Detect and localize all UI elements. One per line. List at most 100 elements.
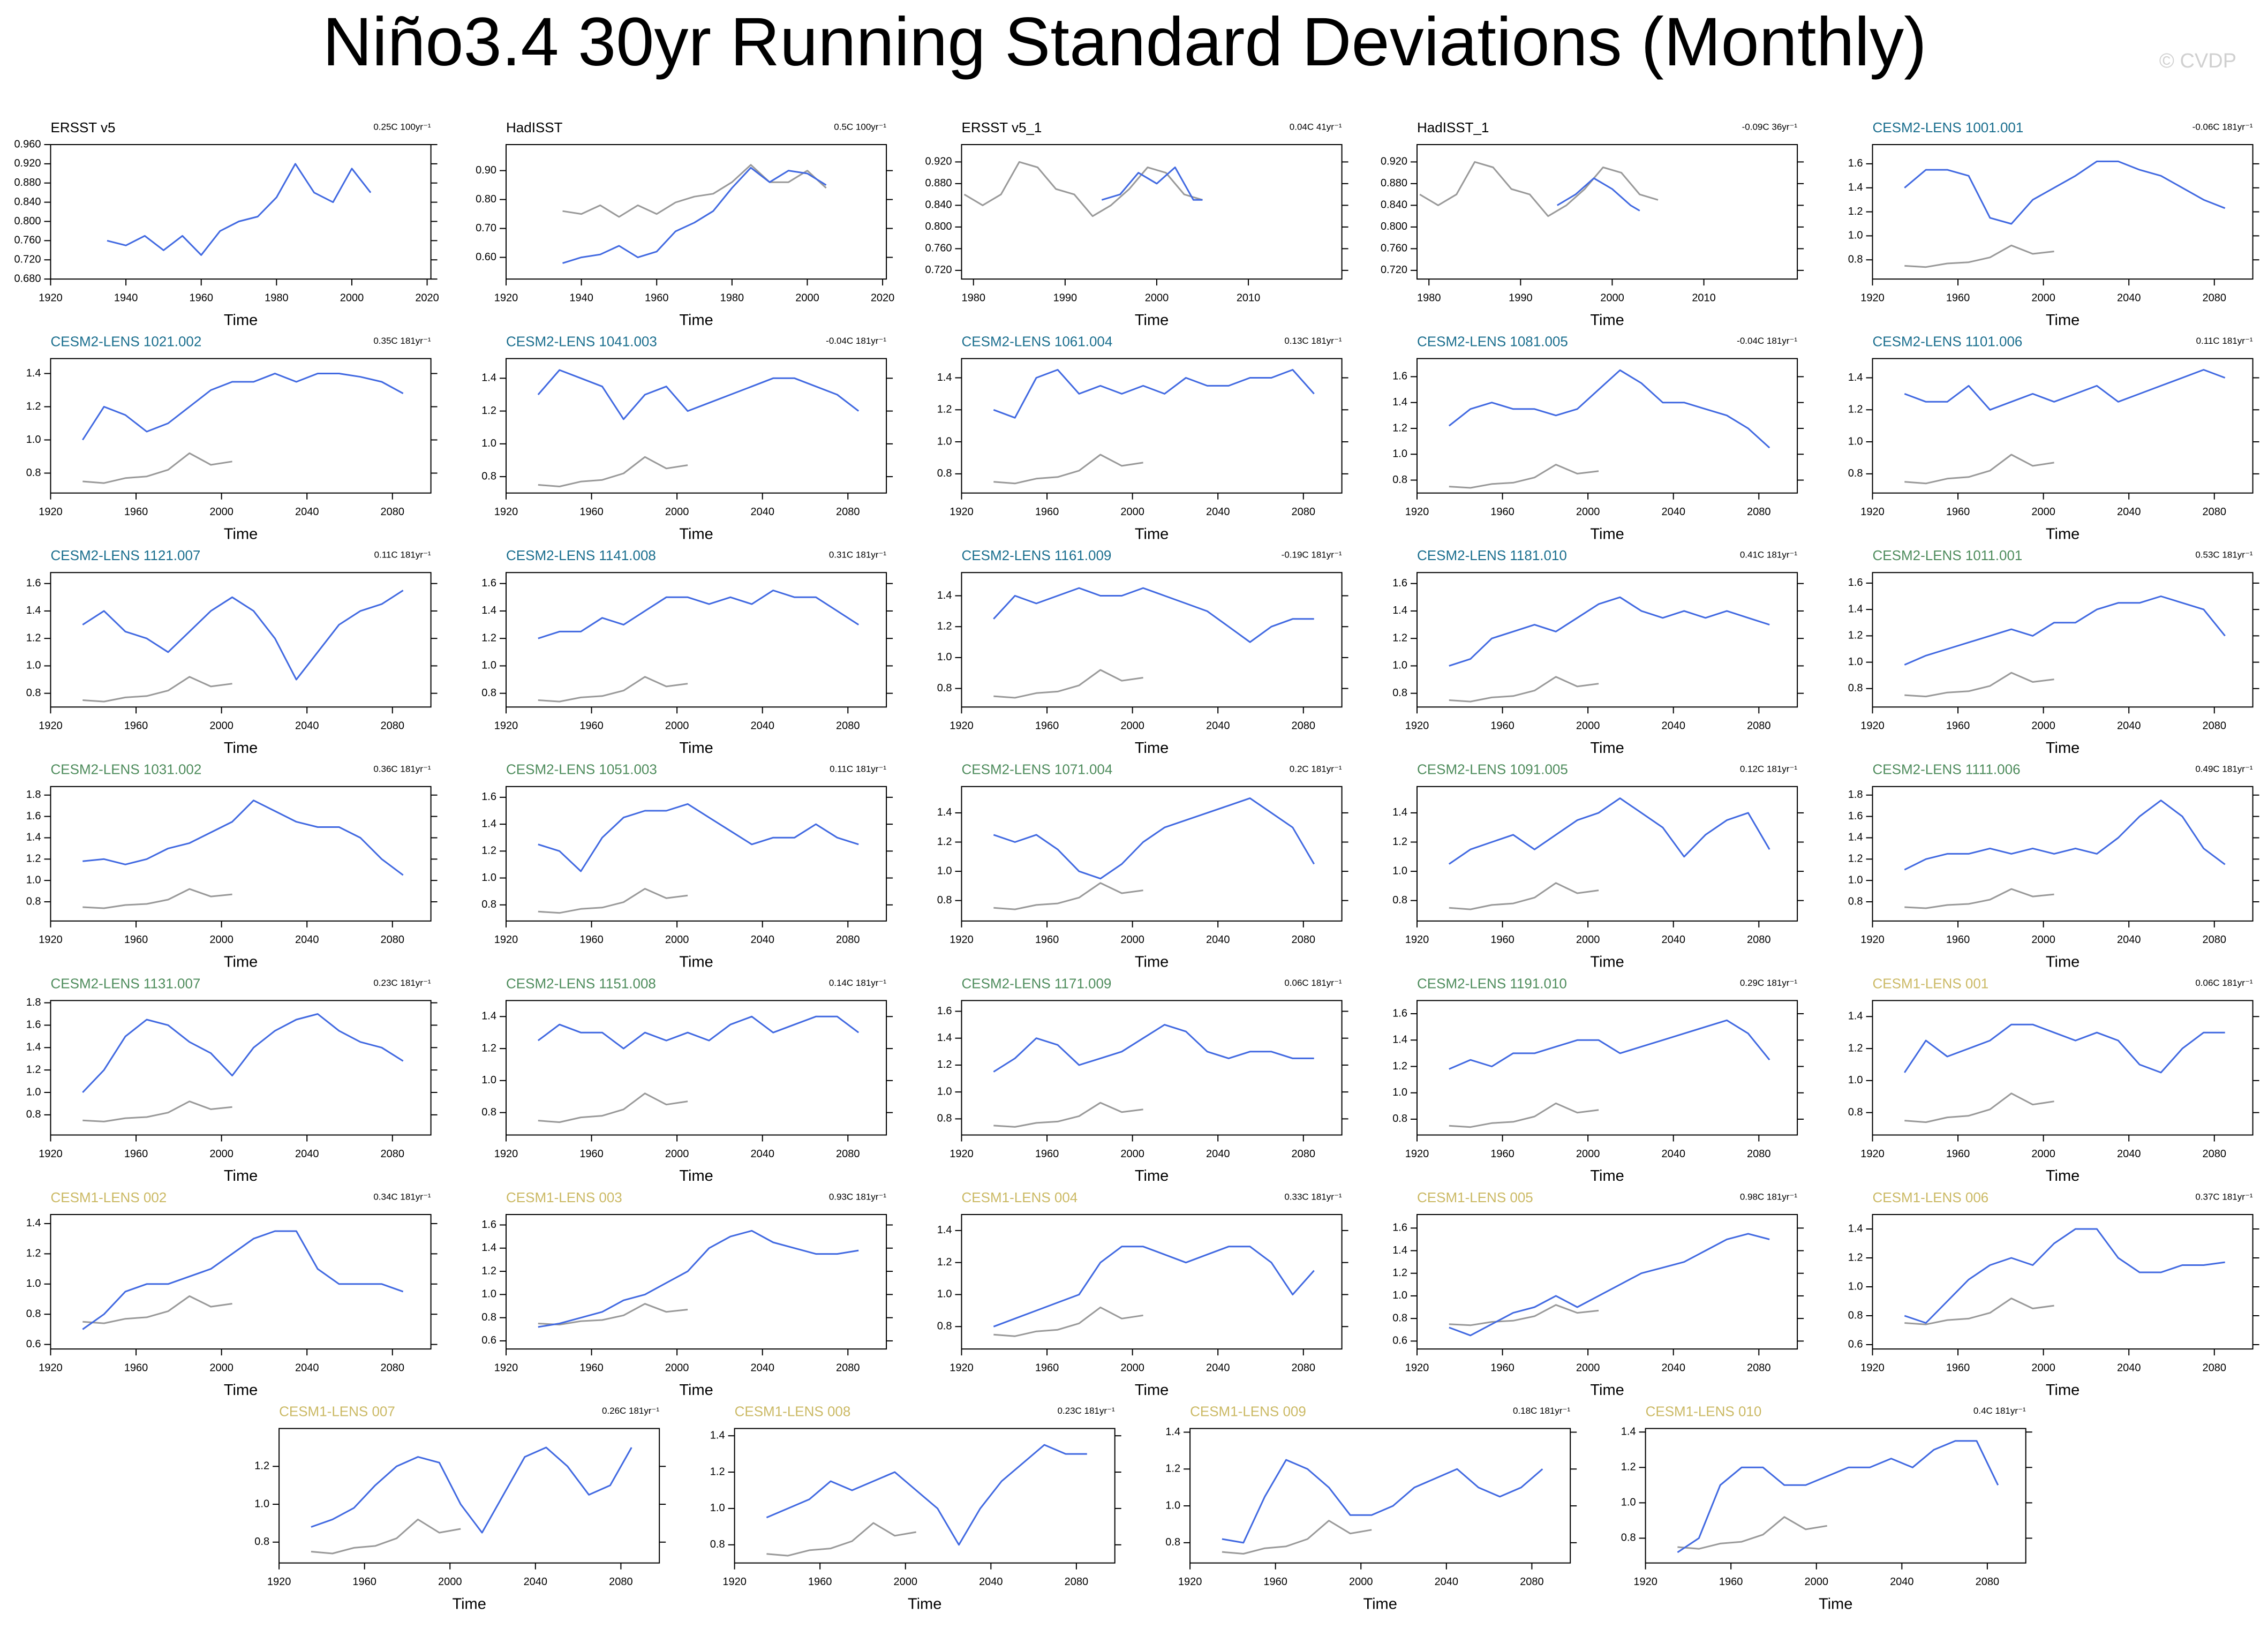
panel-title: CESM1-LENS 001 <box>1873 975 1989 991</box>
x-tick-label: 1960 <box>1490 934 1514 946</box>
y-tick-label: 0.8 <box>254 1536 269 1548</box>
trend-label: 0.98C 181yr⁻¹ <box>1740 1191 1798 1202</box>
plot-frame <box>50 786 432 922</box>
x-axis-label: Time <box>2046 312 2079 329</box>
x-tick-label: 2040 <box>2117 506 2141 518</box>
plot-frame <box>734 1428 1116 1564</box>
y-tick-label: 0.960 <box>14 138 41 150</box>
x-tick-label: 2000 <box>2031 292 2055 304</box>
data-line <box>1449 464 1599 489</box>
panel-title: CESM1-LENS 003 <box>506 1189 622 1205</box>
y-tick-label: 1.2 <box>481 1042 496 1054</box>
data-line <box>1557 177 1640 212</box>
data-line <box>538 1092 688 1123</box>
y-tick-label: 0.6 <box>26 1338 41 1350</box>
y-tick-label: 1.4 <box>481 1010 496 1022</box>
y-tick-label: 1.8 <box>26 789 41 801</box>
panel: CESM2-LENS 1121.007 0.11C 181yr⁻¹ Time 0.8 1… <box>26 547 438 757</box>
y-tick-label: 1.0 <box>1848 874 1863 886</box>
y-tick-label: 0.8 <box>937 1113 952 1125</box>
y-tick-label: 1.2 <box>1392 1060 1407 1072</box>
panel-title: CESM2-LENS 1121.007 <box>51 547 201 563</box>
plot-frame <box>506 1000 887 1136</box>
x-tick-label: 1920 <box>950 1148 974 1160</box>
x-tick-label: 1960 <box>645 292 669 304</box>
x-tick-label: 1920 <box>494 934 518 946</box>
x-tick-label: 1920 <box>39 292 63 304</box>
panel-title: CESM2-LENS 1041.003 <box>506 333 657 349</box>
data-line <box>993 1102 1143 1128</box>
x-axis-label: Time <box>224 1167 258 1185</box>
trend-label: 0.2C 181yr⁻¹ <box>1290 764 1342 774</box>
panel-title: CESM2-LENS 1091.005 <box>1417 761 1568 778</box>
data-line <box>993 587 1314 643</box>
y-tick-label: 1.2 <box>710 1466 725 1477</box>
y-tick-label: 1.4 <box>481 372 496 384</box>
panel: CESM2-LENS 1151.008 0.14C 181yr⁻¹ Time 0.8 1… <box>481 975 893 1185</box>
x-tick-label: 2040 <box>295 1148 319 1160</box>
x-tick-label: 2000 <box>438 1576 462 1588</box>
panel-title: CESM1-LENS 008 <box>735 1403 851 1419</box>
y-tick-label: 1.2 <box>1848 630 1863 642</box>
y-tick-label: 0.800 <box>1381 221 1407 232</box>
x-tick-label: 2000 <box>1804 1576 1828 1588</box>
y-tick-label: 1.6 <box>481 577 496 589</box>
x-tick-label: 1960 <box>579 720 604 732</box>
trend-label: 0.35C 181yr⁻¹ <box>373 336 431 346</box>
y-tick-label: 1.4 <box>937 806 952 818</box>
x-tick-label: 1960 <box>1946 292 1970 304</box>
x-tick-label: 2040 <box>750 506 774 518</box>
x-tick-label: 1980 <box>265 292 289 304</box>
plot-frame <box>1416 1000 1798 1136</box>
data-line <box>82 1013 404 1093</box>
y-tick-label: 1.6 <box>1392 1007 1407 1019</box>
y-tick-label: 0.8 <box>26 1108 41 1120</box>
x-tick-label: 2000 <box>1120 720 1144 732</box>
x-tick-label: 2000 <box>1576 934 1600 946</box>
x-tick-label: 1960 <box>352 1576 376 1588</box>
figure-title: Niño3.4 30yr Running Standard Deviations… <box>322 4 1926 80</box>
x-tick-label: 1960 <box>1946 1362 1970 1374</box>
plot-frame <box>50 572 432 708</box>
y-tick-label: 1.4 <box>937 1032 952 1044</box>
data-line <box>1904 800 2226 871</box>
y-tick-label: 0.8 <box>1392 1113 1407 1125</box>
panel: CESM2-LENS 1081.005 -0.04C 181yr⁻¹ Time 0.8… <box>1392 333 1804 542</box>
panel: CESM1-LENS 002 0.34C 181yr⁻¹ Time 0.6 0.8 1.0… <box>26 1189 438 1399</box>
x-tick-label: 2080 <box>381 1362 405 1374</box>
x-tick-label: 1960 <box>1035 720 1059 732</box>
x-axis-label: Time <box>679 312 713 329</box>
panel: CESM1-LENS 007 0.26C 181yr⁻¹ Time 0.8 1.0 1.2… <box>254 1403 666 1612</box>
y-tick-label: 1.6 <box>26 577 41 589</box>
plot-frame <box>1872 1000 2254 1136</box>
x-tick-label: 1920 <box>722 1576 747 1588</box>
trend-label: 0.25C 100yr⁻¹ <box>373 122 431 132</box>
plot-frame <box>506 786 887 922</box>
panel: CESM2-LENS 1071.004 0.2C 181yr⁻¹ Time 0.8 1.… <box>937 761 1348 971</box>
trend-label: 0.4C 181yr⁻¹ <box>1973 1406 2026 1416</box>
panel: CESM2-LENS 1011.001 0.53C 181yr⁻¹ Time 0.8 1… <box>1848 547 2259 757</box>
x-tick-label: 2000 <box>2031 506 2055 518</box>
x-tick-label: 2040 <box>524 1576 548 1588</box>
panel-title: CESM1-LENS 002 <box>51 1189 167 1205</box>
data-line <box>538 803 859 872</box>
y-tick-label: 1.0 <box>1165 1499 1180 1511</box>
y-tick-label: 1.2 <box>481 1265 496 1277</box>
y-tick-label: 1.6 <box>26 810 41 822</box>
x-axis-label: Time <box>1590 1382 1624 1399</box>
x-tick-label: 1960 <box>808 1576 832 1588</box>
panel: CESM2-LENS 1031.002 0.36C 181yr⁻¹ Time 0.8 1… <box>26 761 438 971</box>
plot-frame <box>50 1214 432 1350</box>
y-tick-label: 0.8 <box>481 1311 496 1323</box>
x-tick-label: 2080 <box>1747 1148 1771 1160</box>
data-line <box>1222 1520 1372 1555</box>
y-tick-label: 1.4 <box>1392 396 1407 408</box>
x-tick-label: 1920 <box>1633 1576 1657 1588</box>
x-tick-label: 2000 <box>1576 1362 1600 1374</box>
y-tick-label: 0.60 <box>476 251 496 263</box>
y-tick-label: 0.8 <box>1848 467 1863 479</box>
y-tick-label: 0.80 <box>476 193 496 205</box>
y-tick-label: 1.4 <box>1848 372 1863 383</box>
y-tick-label: 1.4 <box>26 367 41 379</box>
plot-frame <box>1416 144 1798 280</box>
